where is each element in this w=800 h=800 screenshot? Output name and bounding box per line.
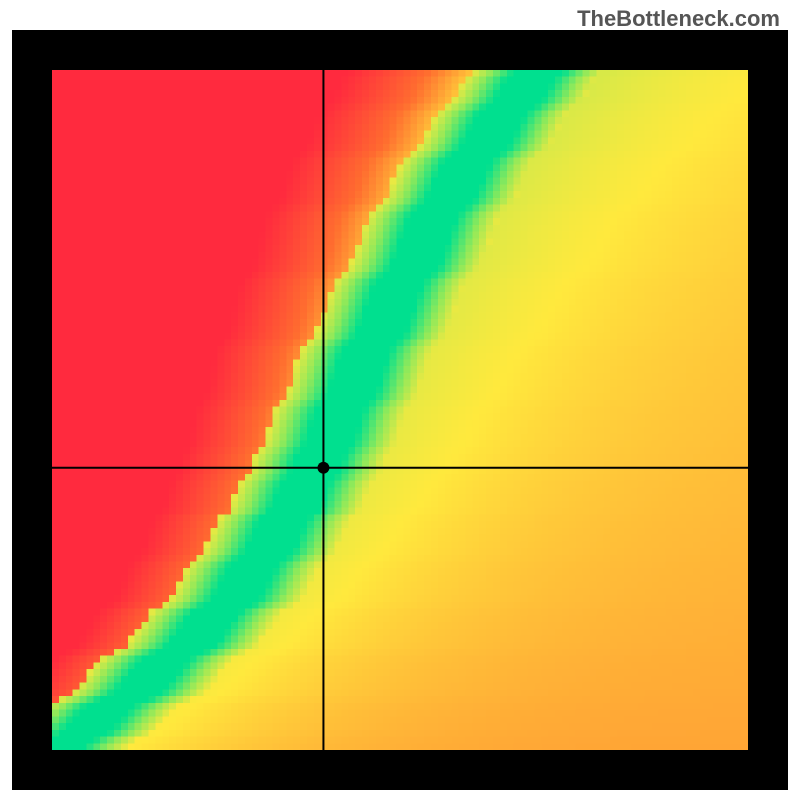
heatmap-area [52,70,748,750]
watermark-text: TheBottleneck.com [577,6,780,32]
plot-border [12,30,788,790]
crosshair-overlay [52,70,748,750]
